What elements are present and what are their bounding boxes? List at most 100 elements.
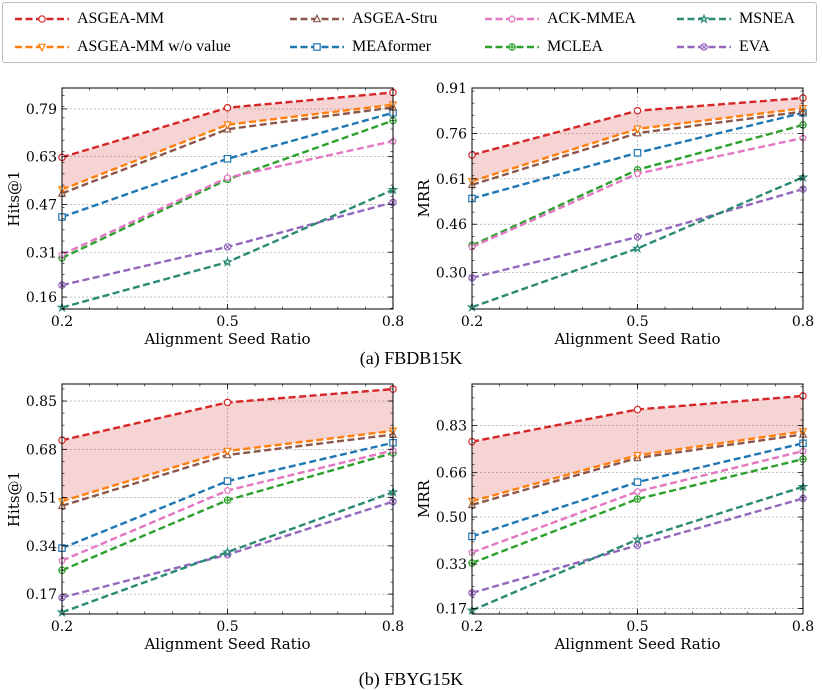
point-meaformer bbox=[633, 148, 642, 157]
marker-cross bbox=[634, 234, 641, 240]
series-line-meaformer bbox=[61, 111, 394, 219]
legend-swatch bbox=[677, 43, 731, 51]
legend-label: EVA bbox=[739, 38, 770, 55]
series-line-ack-mmea bbox=[471, 449, 804, 554]
legend-label: ASGEA-Stru bbox=[352, 10, 438, 27]
y-tick-label: 0.30 bbox=[436, 266, 467, 282]
x-tick-label: 0.2 bbox=[461, 619, 483, 635]
shaded-band bbox=[472, 395, 803, 502]
legend-marker bbox=[508, 15, 516, 23]
legend-swatch bbox=[290, 43, 344, 51]
y-tick-label: 0.61 bbox=[436, 172, 467, 188]
legend-label: MEAformer bbox=[352, 38, 432, 55]
y-tick-label: 0.76 bbox=[436, 126, 467, 142]
point-meaformer bbox=[633, 478, 642, 486]
legend-swatch bbox=[485, 15, 539, 23]
marker-cross bbox=[634, 542, 641, 548]
point-eva bbox=[223, 243, 232, 251]
y-axis-title: MRR bbox=[415, 479, 433, 518]
x-axis-title: Alignment Seed Ratio bbox=[553, 330, 720, 348]
legend-label: ACK-MMEA bbox=[547, 10, 636, 27]
point-ack-mmea bbox=[223, 173, 232, 181]
chart-fbdb15k-hits-1: 0.16 0.31 0.47 0.63 0.79 0.2 0.5 0.8 Alignment S… bbox=[5, 87, 404, 348]
shaded-band bbox=[62, 389, 393, 502]
legend-item-asgea-stru: ASGEA-Stru bbox=[288, 9, 437, 29]
x-tick-label: 0.8 bbox=[382, 619, 404, 635]
legend-item-asgea-mm-wo-value: ASGEA-MM w/o value bbox=[13, 37, 231, 57]
y-tick-label: 0.51 bbox=[26, 491, 57, 507]
legend-swatch bbox=[290, 13, 344, 23]
marker-cross bbox=[224, 496, 231, 504]
y-tick-label: 0.34 bbox=[26, 539, 57, 555]
y-tick-label: 0.47 bbox=[26, 197, 57, 213]
y-axis-title: Hits@1 bbox=[5, 471, 23, 527]
marker-cross bbox=[634, 495, 641, 503]
series-line-msnea bbox=[61, 491, 394, 614]
point-msnea bbox=[632, 533, 643, 545]
chart-fbyg15k-hits-1: 0.17 0.34 0.51 0.68 0.85 0.2 0.5 0.8 Alignment S… bbox=[5, 383, 404, 653]
x-tick-label: 0.2 bbox=[461, 314, 483, 330]
legend-label: MCLEA bbox=[547, 38, 603, 55]
y-tick-label: 0.33 bbox=[436, 557, 467, 573]
x-tick-label: 0.8 bbox=[792, 619, 814, 635]
legend-marker bbox=[312, 13, 322, 23]
point-asgea-mm bbox=[633, 405, 642, 414]
point-msnea bbox=[632, 242, 643, 254]
point-ack-mmea bbox=[633, 169, 642, 177]
x-tick-label: 0.8 bbox=[382, 314, 404, 330]
shaded-band bbox=[62, 92, 393, 190]
x-tick-label: 0.2 bbox=[51, 314, 73, 330]
y-tick-label: 0.85 bbox=[26, 394, 57, 410]
legend-swatch bbox=[677, 13, 731, 24]
legend-item-mclea: MCLEA bbox=[483, 37, 603, 57]
caption-fbyg15k: (b) FBYG15K bbox=[359, 669, 464, 690]
point-msnea bbox=[222, 546, 233, 557]
shaded-band bbox=[472, 97, 803, 182]
y-tick-label: 0.79 bbox=[26, 102, 57, 118]
y-axis-title: MRR bbox=[415, 179, 433, 218]
legend-marker bbox=[700, 43, 708, 51]
y-tick-label: 0.46 bbox=[436, 217, 467, 233]
legend-marker bbox=[37, 43, 47, 53]
legend-marker bbox=[313, 43, 321, 51]
y-tick-label: 0.68 bbox=[26, 442, 57, 458]
point-asgea-mm-w-o-value bbox=[633, 125, 642, 134]
point-asgea-mm bbox=[223, 103, 232, 112]
point-mclea bbox=[633, 495, 642, 503]
series-group bbox=[466, 94, 809, 312]
legend: ASGEA-MM ASGEA-MM w/o value ASGEA-Stru M… bbox=[2, 2, 817, 63]
legend-label: MSNEA bbox=[739, 10, 796, 27]
point-meaformer bbox=[223, 154, 232, 163]
legend-marker bbox=[698, 13, 710, 24]
legend-swatch bbox=[15, 43, 69, 53]
legend-swatch bbox=[485, 43, 539, 51]
series-line-mclea bbox=[471, 457, 804, 565]
y-axis-title: Hits@1 bbox=[5, 170, 23, 226]
y-tick-label: 0.31 bbox=[26, 245, 57, 261]
legend-item-ack-mmea: ACK-MMEA bbox=[483, 9, 636, 29]
series-line-msnea bbox=[471, 176, 804, 309]
y-tick-label: 0.91 bbox=[436, 81, 467, 97]
x-tick-label: 0.5 bbox=[626, 619, 648, 635]
chart-fbyg15k-mrr: 0.17 0.33 0.50 0.66 0.83 0.2 0.5 0.8 Alignment S… bbox=[415, 383, 814, 653]
y-tick-label: 0.17 bbox=[436, 601, 467, 617]
marker-cross bbox=[701, 44, 707, 50]
y-tick-label: 0.17 bbox=[26, 587, 57, 603]
caption-fbdb15k: (a) FBDB15K bbox=[360, 348, 463, 369]
point-msnea bbox=[222, 256, 233, 267]
legend-label: ASGEA-MM w/o value bbox=[77, 38, 231, 55]
x-tick-label: 0.5 bbox=[626, 314, 648, 330]
legend-marker bbox=[508, 43, 516, 51]
point-eva bbox=[633, 541, 642, 550]
x-axis-title: Alignment Seed Ratio bbox=[553, 635, 720, 653]
marker-cross bbox=[224, 244, 231, 250]
x-tick-label: 0.2 bbox=[51, 619, 73, 635]
series-line-asgea-mm-w-o-value bbox=[61, 103, 394, 191]
legend-item-asgea-mm: ASGEA-MM bbox=[13, 9, 164, 29]
x-tick-label: 0.5 bbox=[216, 314, 238, 330]
legend-item-meaformer: MEAformer bbox=[288, 37, 431, 57]
x-tick-label: 0.5 bbox=[216, 619, 238, 635]
marker-cross bbox=[508, 43, 516, 51]
x-axis-title: Alignment Seed Ratio bbox=[143, 330, 310, 348]
y-tick-label: 0.83 bbox=[436, 419, 467, 435]
